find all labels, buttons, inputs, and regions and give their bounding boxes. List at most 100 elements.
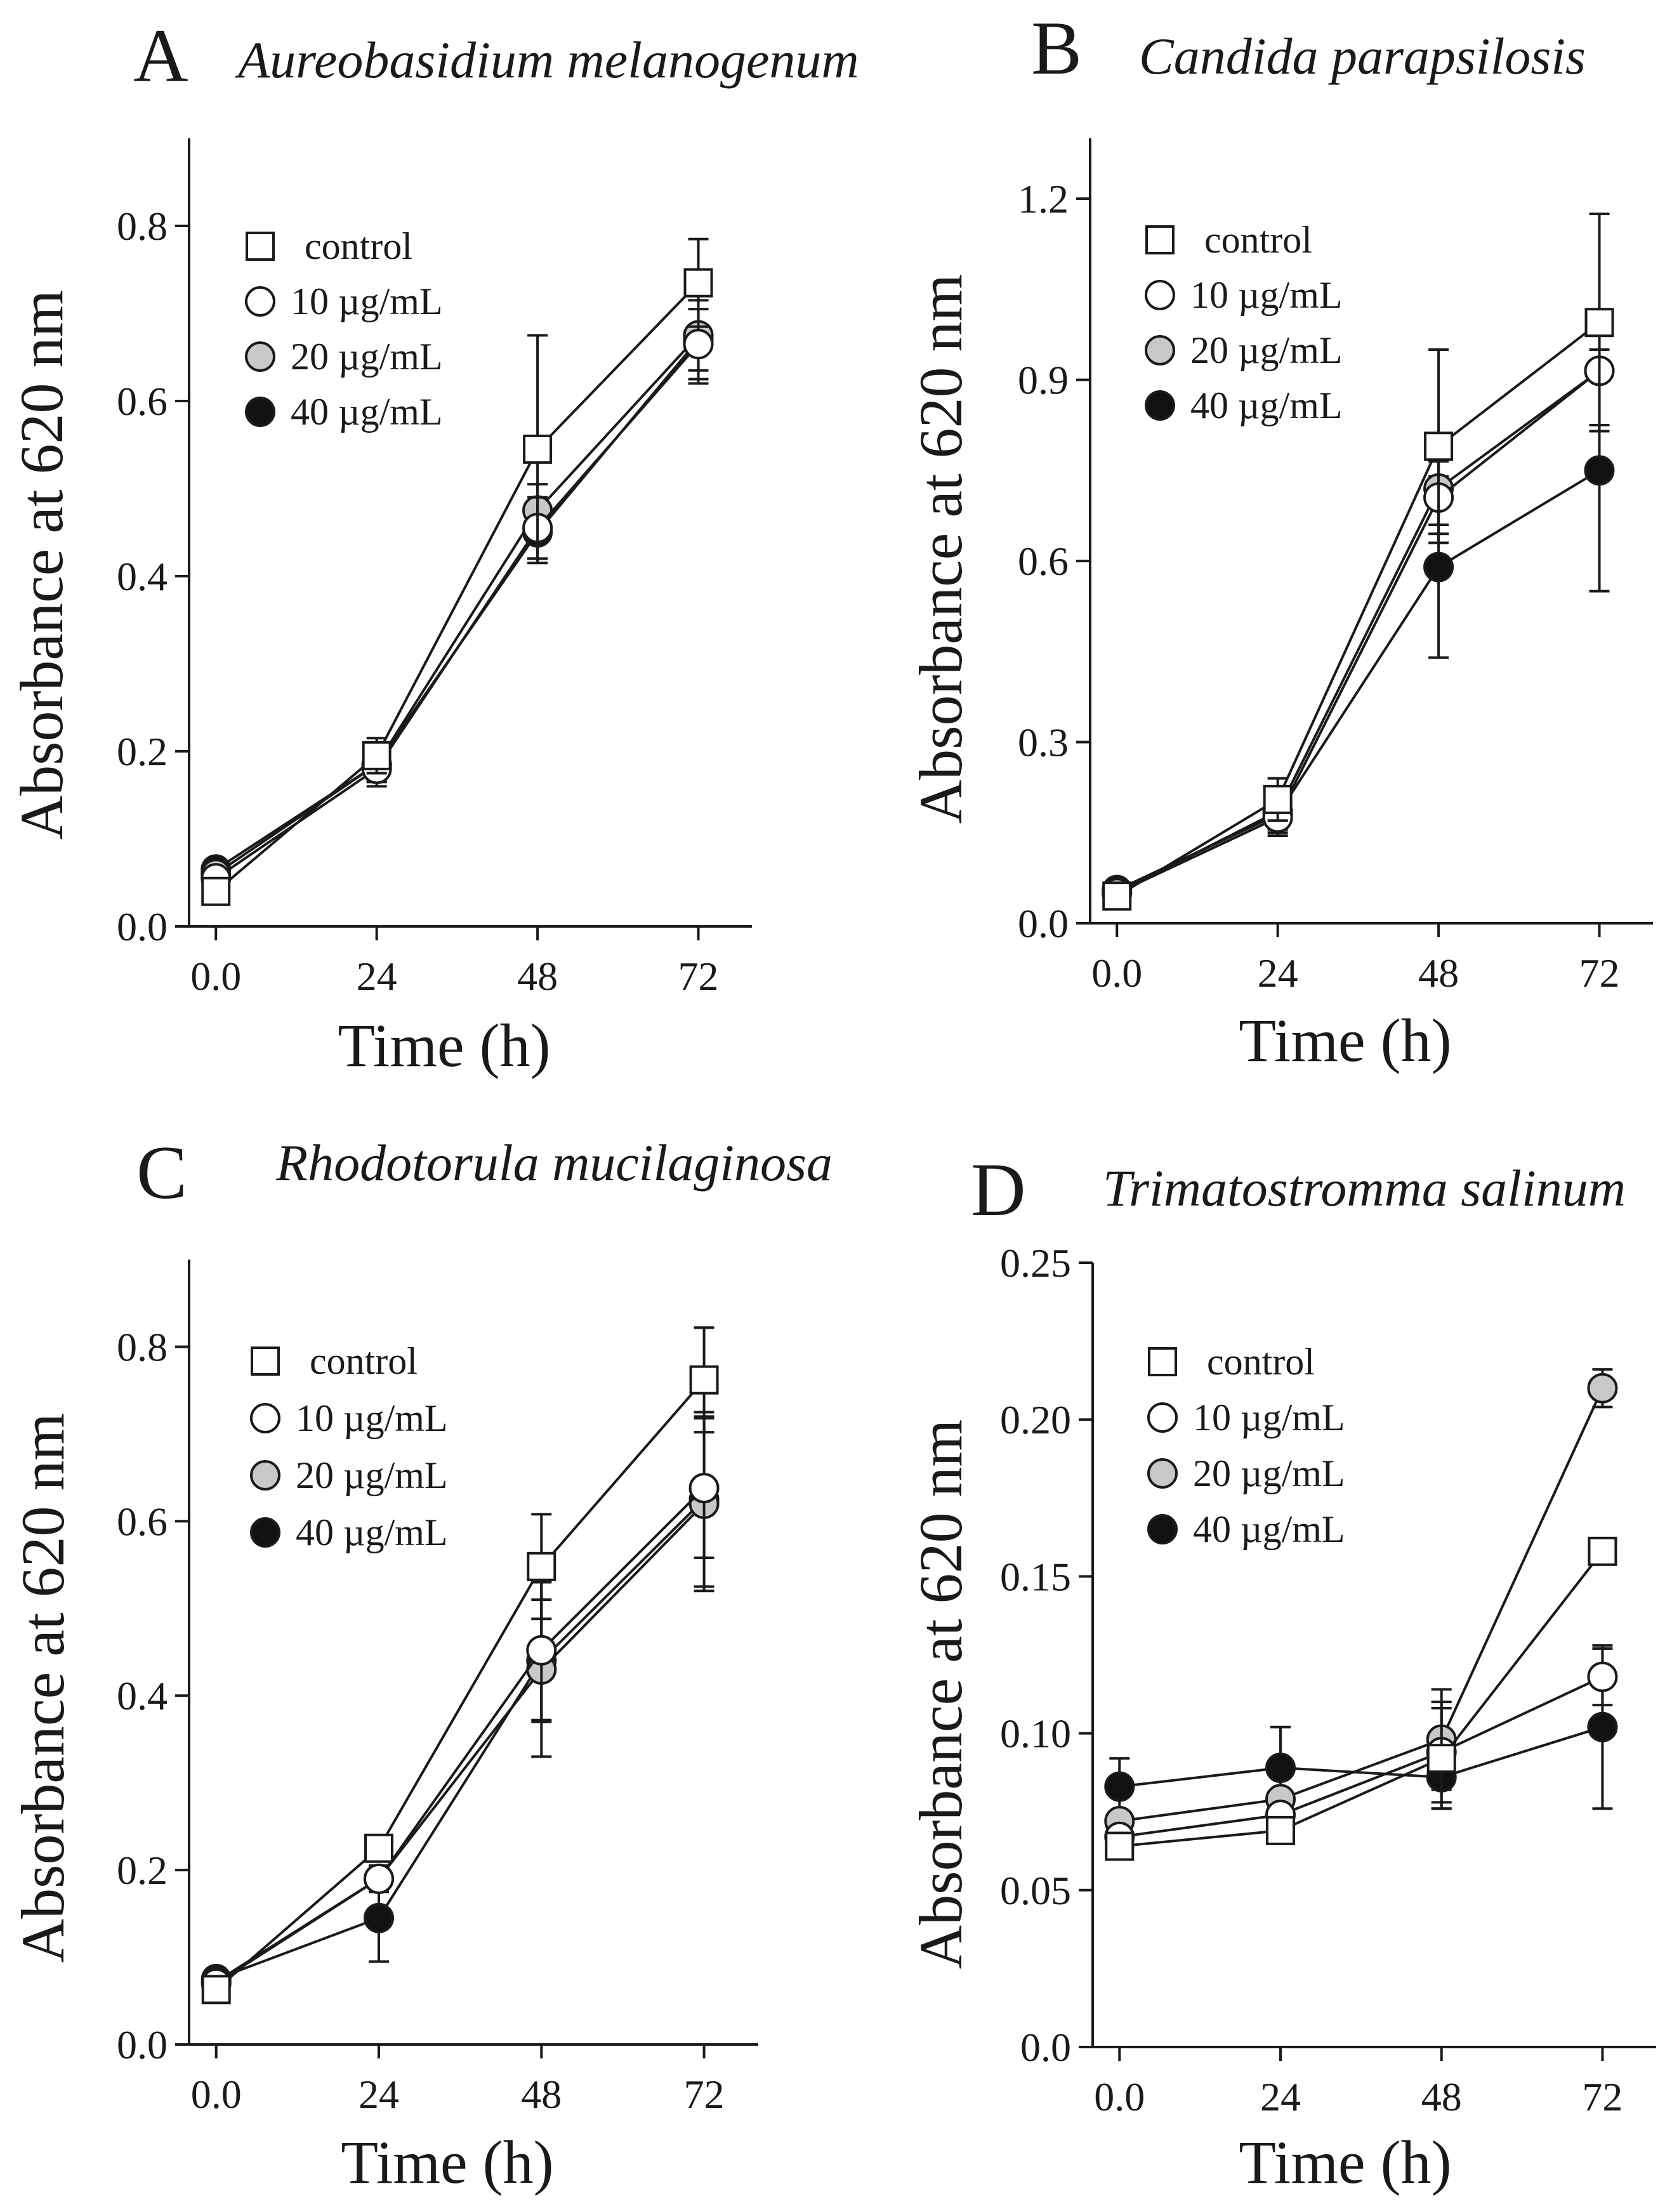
y-tick-label: 0.6 [117, 1499, 168, 1544]
legend-label: 40 µg/mL [1190, 385, 1343, 426]
legend-item: control [1148, 1341, 1315, 1383]
legend-label: 20 µg/mL [1193, 1452, 1345, 1494]
legend-label: control [1204, 219, 1312, 261]
series-line [1116, 369, 1600, 895]
panel-title: Candida parapsilosis [1139, 27, 1586, 85]
series-10ug [1104, 1647, 1618, 1852]
x-tick-label: 24 [357, 954, 397, 999]
y-axis-title: Absorbance at 620 nm [8, 290, 76, 839]
legend: control 10 µg/mL 20 µg/mL 40 µg/mL [245, 225, 443, 433]
data-point [1266, 1815, 1295, 1845]
data-point [523, 434, 553, 464]
series-layer [201, 237, 714, 906]
series-line [215, 1503, 705, 1983]
series-line [1116, 321, 1600, 897]
legend-marker [1147, 1402, 1178, 1433]
x-axis-title: Time (h) [338, 1011, 550, 1079]
x-tick-label: 72 [1579, 951, 1620, 996]
y-tick-label: 0.4 [117, 1673, 168, 1718]
data-point [683, 268, 713, 298]
x-tick-label: 72 [684, 2072, 725, 2117]
axes: 0.0 0.2 0.4 0.6 0.8 0.0 24 48 72 [117, 138, 752, 999]
x-tick-label: 24 [1258, 951, 1298, 996]
legend-label: 40 µg/mL [291, 391, 443, 433]
legend-label: control [1207, 1341, 1315, 1383]
legend: control 10 µg/mL 20 µg/mL 40 µg/mL [1145, 219, 1343, 426]
data-point [1584, 308, 1614, 338]
panel-b: B Candida parapsilosis 0.00.30.60.91.20.… [907, 6, 1653, 1074]
legend-marker [245, 341, 275, 372]
legend-label: 10 µg/mL [1193, 1397, 1345, 1438]
y-tick-label: 0.6 [117, 379, 168, 424]
y-tick-label: 0.0 [1020, 2025, 1071, 2070]
legend-marker [1145, 225, 1175, 254]
data-point [1105, 1831, 1135, 1861]
data-point [1265, 1752, 1296, 1783]
x-tick-label: 48 [1418, 951, 1459, 996]
panel-letter: A [133, 13, 188, 98]
y-tick-label: 0.2 [117, 729, 168, 774]
y-tick-label: 0.3 [1018, 720, 1069, 765]
y-tick-label: 1.2 [1018, 176, 1069, 221]
series-20ug [1104, 1368, 1618, 1837]
x-tick-label: 24 [1260, 2074, 1301, 2119]
x-axis-title: Time (h) [1239, 1006, 1451, 1074]
series-40ug [1104, 1644, 1618, 1817]
data-point [364, 1863, 394, 1894]
legend-marker [245, 286, 275, 317]
data-point [1587, 1661, 1618, 1692]
series-20ug [1102, 315, 1615, 909]
x-tick-label: 48 [521, 2072, 562, 2117]
legend-marker [245, 397, 275, 427]
panel-letter: C [136, 1130, 187, 1215]
data-point [1588, 1536, 1617, 1566]
x-tick-label: 0.0 [190, 954, 241, 999]
panel-d: D Trimatostromma salinum 0.0 0.05 0.10 0.15… [907, 1147, 1656, 2196]
y-tick-label: 0.0 [1018, 901, 1069, 946]
legend-item: 20 µg/mL [250, 1454, 448, 1496]
y-tick-label: 0.05 [1000, 1868, 1071, 1913]
series-line [214, 282, 699, 893]
data-point [527, 1551, 556, 1581]
legend-label: 20 µg/mL [1190, 329, 1343, 371]
legend-item: 10 µg/mL [250, 1397, 448, 1439]
series-control [1102, 212, 1614, 911]
x-tick-label: 72 [1582, 2074, 1623, 2119]
panel-c: C Rhodotorula mucilaginosa 0.00.20.40.60… [9, 1130, 833, 2196]
axes: 0.0 0.3 0.6 0.9 1.2 0.0 24 48 72 [1018, 138, 1653, 996]
legend-label: 10 µg/mL [291, 280, 443, 322]
data-point [1102, 881, 1132, 911]
series-line [215, 334, 699, 875]
data-point [688, 1473, 720, 1504]
x-tick-label: 24 [359, 2072, 399, 2117]
series-40ug [1102, 348, 1615, 905]
series-line [215, 1379, 706, 1991]
legend-marker [251, 1346, 280, 1376]
legend-marker [1147, 1514, 1178, 1544]
axes: 0.0 0.2 0.4 0.6 0.8 0.0 24 48 72 [117, 1260, 758, 2117]
panel-a: A Aureobasidium melanogenum 0.0 0.2 0.4 0.6… [8, 13, 859, 1079]
panel-title: Trimatostromma salinum [1103, 1159, 1626, 1217]
y-tick-label: 0.15 [1000, 1554, 1071, 1599]
series-line [1119, 1725, 1603, 1788]
legend-item: control [1145, 219, 1312, 261]
legend-item: 10 µg/mL [245, 280, 443, 322]
y-tick-label: 0.0 [117, 2022, 168, 2067]
legend-item: 40 µg/mL [250, 1511, 448, 1553]
data-point [201, 1975, 231, 2005]
x-axis-title: Time (h) [1239, 2128, 1451, 2196]
x-tick-label: 0.0 [191, 2072, 242, 2117]
series-line [215, 343, 700, 879]
series-10ug [1102, 315, 1615, 909]
x-tick-label: 0.0 [1094, 2074, 1145, 2119]
legend-item: control [251, 1340, 418, 1382]
data-point [364, 1902, 394, 1933]
legend-item: 20 µg/mL [1147, 1452, 1345, 1494]
series-line [1119, 1550, 1604, 1848]
data-point [1424, 431, 1454, 461]
series-line [1119, 1387, 1604, 1823]
legend-item: 20 µg/mL [1145, 329, 1343, 371]
legend-item: 40 µg/mL [1147, 1508, 1345, 1550]
legend-label: control [305, 225, 412, 267]
y-tick-label: 0.25 [1000, 1241, 1071, 1286]
